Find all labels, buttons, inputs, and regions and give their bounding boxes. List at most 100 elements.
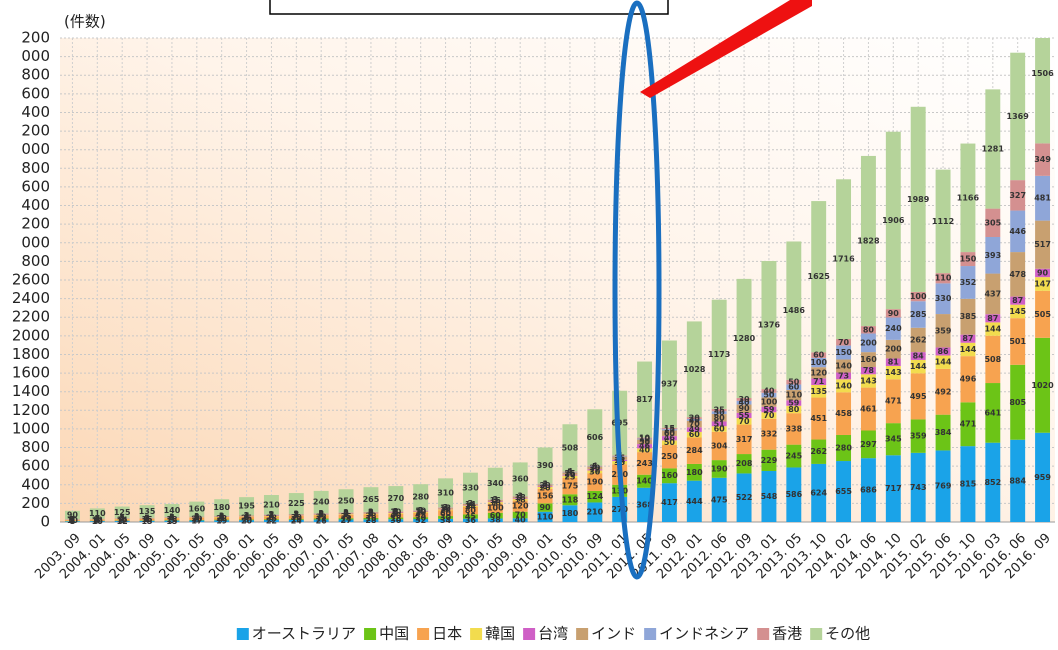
data-label: 297 [860,440,877,449]
bar-segment [338,512,354,514]
data-label: 624 [810,488,827,497]
bar-segment [1035,175,1051,221]
legend-label: 香港 [772,625,802,643]
bar-segment [1035,290,1051,338]
data-label: 8 [70,517,76,526]
data-label: 305 [984,218,1001,227]
data-label: 805 [1009,398,1026,407]
data-label: 71 [813,377,825,386]
bar-segment [736,278,752,399]
data-label: 3 [119,516,125,525]
bar-segment [935,368,951,415]
data-label: 200 [860,338,877,347]
bar-segment [587,470,603,474]
data-label: 16 [365,514,377,523]
bar-segment [711,460,727,478]
legend-item: その他 [810,625,870,643]
data-label: 49 [689,425,701,434]
bar-segment [512,498,528,501]
bar-segment [537,503,553,512]
data-label: 285 [910,310,927,319]
data-label: 80 [863,325,875,334]
bar-segment [487,499,503,502]
bar-segment [114,520,130,522]
bar-segment [189,501,205,517]
bar-segment [811,384,827,398]
data-label: 30 [714,408,726,417]
data-label: 481 [1034,194,1051,203]
bar-segment [487,502,503,504]
bar-segment [786,384,802,391]
bar-segment [1010,364,1026,440]
bar-segment [637,439,653,445]
bar-segment [985,322,1001,336]
bar-segment [64,510,80,520]
bar-segment [462,518,478,522]
data-label: 1 [244,511,250,520]
data-label: 78 [863,366,875,375]
data-label: 24 [291,516,303,525]
y-tick-label: 800 [21,252,50,270]
data-label: 60 [490,511,502,520]
data-label: 135 [139,507,156,516]
data-label: 1369 [1007,112,1030,121]
bar-segment [786,400,802,406]
y-tick-label: 600 [21,457,50,475]
data-label: 769 [935,482,952,491]
data-label: 5 [169,513,175,522]
bar-segment [388,513,404,518]
data-label: 30 [440,513,452,522]
data-label: 6 [443,505,449,514]
bar-segment [89,521,105,522]
data-label: 90 [67,511,79,520]
bar-segment [811,439,827,464]
data-label: 8 [542,482,548,491]
data-label: 250 [661,452,678,461]
data-label: 10 [564,471,576,480]
bar-segment [438,510,454,517]
data-label: 70 [838,338,850,347]
data-label: 60 [788,383,800,392]
bar-segment [1010,180,1026,211]
data-label: 51 [714,419,726,428]
bar-segment [139,520,155,522]
y-tick-label: 2400 [12,289,50,307]
bar-segment [189,517,205,520]
legend-label: インド [591,625,636,643]
data-label: 120 [512,502,529,511]
bar-segment [860,367,876,375]
data-label: 25 [714,406,726,415]
data-label: 14 [340,514,352,523]
data-label: 2 [368,508,374,517]
bar-segment [910,301,926,328]
data-label: 2 [343,508,349,517]
data-label: 40 [763,386,775,395]
bar-segment [885,317,901,340]
data-label: 36 [465,516,477,525]
data-label: 124 [586,492,603,501]
bar-segment [661,440,677,446]
bar-segment [313,519,329,522]
data-label: 1 [169,513,175,522]
data-label: 60 [440,509,452,518]
bar-segment [1010,52,1026,181]
data-label: 280 [412,493,429,502]
bar-segment [910,352,926,360]
bar-segment [114,519,130,521]
data-label: 180 [686,468,703,477]
data-label: 2 [318,509,324,518]
bar-segment [935,355,951,369]
data-label: 144 [910,362,927,371]
data-label: 7 [244,511,250,520]
data-label: 210 [586,508,603,517]
data-label: 19 [216,517,228,526]
data-label: 26 [316,516,328,525]
bar-segment [811,463,827,522]
data-label: 3 [169,513,175,522]
bar-segment [413,512,429,518]
bar-segment [935,283,951,315]
data-label: 15 [166,517,178,526]
data-label: 208 [736,459,753,468]
data-label: 84 [913,352,925,361]
